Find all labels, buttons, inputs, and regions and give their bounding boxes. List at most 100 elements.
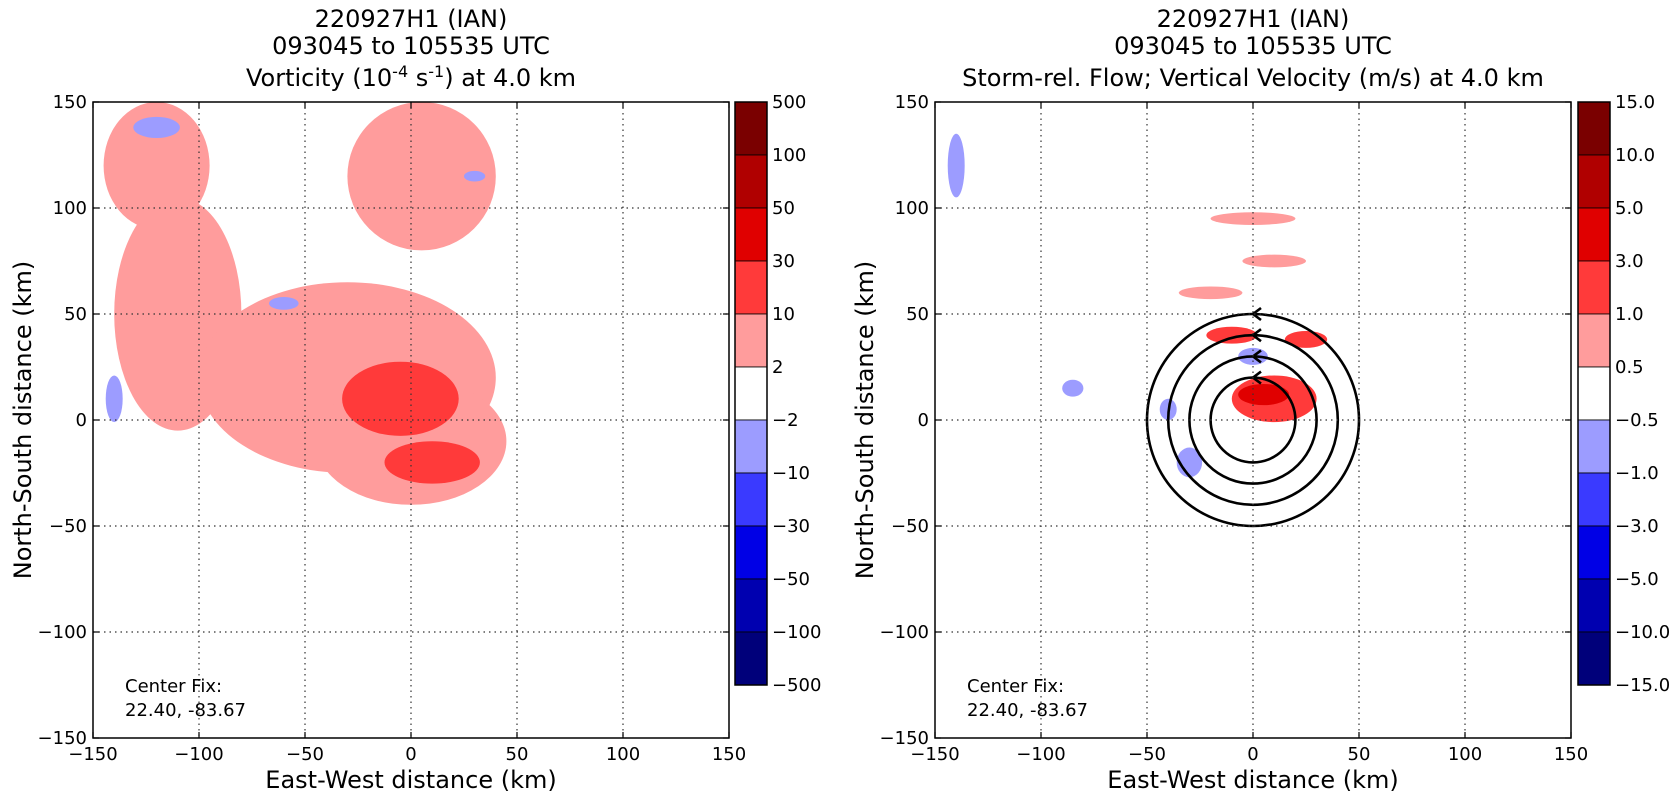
y-axis-label: North-South distance (km): [9, 261, 37, 580]
colorbar: 500 100 50 30 10 2 −2 −10 −30 −50 −100 −500: [734, 92, 821, 696]
panel-1: −150−150−100−100−50−50005050100100150150…: [9, 5, 821, 794]
field-region-light: [1242, 254, 1306, 268]
field-region-blue: [1062, 379, 1084, 397]
colorbar-segment: [1577, 101, 1611, 156]
colorbar-segment: [1577, 578, 1611, 633]
colorbar-tick-label: −100: [772, 622, 821, 643]
x-axis-label: East-West distance (km): [265, 766, 556, 794]
field-region-med: [384, 441, 480, 484]
colorbar-tick-label: −0.5: [1615, 410, 1659, 431]
x-tick-label: 150: [712, 744, 746, 765]
colorbar-tick-label: 1.0: [1615, 304, 1644, 325]
field-region-med: [1206, 326, 1258, 344]
streamline-arrow: [1250, 306, 1262, 322]
x-tick-label: 100: [1448, 744, 1482, 765]
colorbar-segment: [734, 207, 768, 262]
x-tick-label: −50: [286, 744, 324, 765]
colorbar-segment: [734, 313, 768, 368]
y-tick-label: −150: [880, 728, 929, 749]
y-tick-label: −50: [891, 516, 929, 537]
colorbar-tick-label: −15.0: [1615, 675, 1670, 696]
field-region-blue: [268, 297, 299, 310]
y-tick-label: −100: [38, 622, 87, 643]
x-tick-label: −150: [68, 744, 117, 765]
y-tick-label: −150: [38, 728, 87, 749]
colorbar-tick-label: −2: [772, 410, 799, 431]
x-tick-label: 150: [1554, 744, 1588, 765]
colorbar-segment: [734, 101, 768, 156]
x-tick-label: 0: [1247, 744, 1258, 765]
colorbar-segment: [734, 525, 768, 580]
field-region-blue: [133, 116, 180, 139]
x-tick-label: −100: [174, 744, 223, 765]
y-tick-label: 50: [906, 304, 929, 325]
colorbar-tick-label: 5.0: [1615, 198, 1644, 219]
colorbar-segment: [1577, 419, 1611, 474]
colorbar-frame: [734, 101, 768, 686]
grid: [93, 102, 729, 738]
x-tick-label: −150: [910, 744, 959, 765]
x-tick-label: 100: [606, 744, 640, 765]
colorbar-segment: [1577, 313, 1611, 368]
colorbar-segment: [1577, 631, 1611, 686]
colorbar-tick-label: −5.0: [1615, 569, 1659, 590]
colorbar-tick-label: 2: [772, 357, 783, 378]
x-tick-label: 0: [405, 744, 416, 765]
colorbar-tick-label: −3.0: [1615, 516, 1659, 537]
center-fix-label: Center Fix:: [967, 676, 1064, 697]
chart-title-line-2: 093045 to 105535 UTC: [1114, 32, 1392, 60]
colorbar-segment: [1577, 207, 1611, 262]
colorbar-segment: [1577, 366, 1611, 421]
field-region-blue: [947, 133, 965, 198]
x-tick-label: −50: [1128, 744, 1166, 765]
center-fix-value: 22.40, -83.67: [967, 700, 1088, 721]
colorbar-frame: [1577, 101, 1611, 686]
chart-title-line-1: 220927H1 (IAN): [1157, 5, 1350, 33]
field-region-red: [1238, 383, 1290, 406]
x-tick-label: 50: [506, 744, 529, 765]
chart-title-line-1: 220927H1 (IAN): [315, 5, 508, 33]
colorbar-segment: [1577, 260, 1611, 315]
y-tick-label: 150: [53, 92, 87, 113]
y-tick-label: 0: [918, 410, 929, 431]
x-tick-label: −100: [1016, 744, 1065, 765]
chart-title-line-3: Storm-rel. Flow; Vertical Velocity (m/s)…: [962, 64, 1544, 92]
colorbar-tick-label: 15.0: [1615, 92, 1655, 113]
field-region-light: [347, 102, 496, 251]
colorbar-tick-label: −10.0: [1615, 622, 1670, 643]
y-tick-label: −50: [49, 516, 87, 537]
colorbar-segment: [1577, 525, 1611, 580]
colorbar-segment: [734, 260, 768, 315]
center-fix-value: 22.40, -83.67: [125, 700, 246, 721]
grid: [935, 102, 1571, 738]
colorbar-tick-label: −30: [772, 516, 810, 537]
colorbar-tick-label: −50: [772, 569, 810, 590]
colorbar-tick-label: −1.0: [1615, 463, 1659, 484]
colorbar-segment: [734, 366, 768, 421]
colorbar-tick-label: 500: [772, 92, 806, 113]
field-region-med: [342, 361, 459, 436]
colorbar: 15.0 10.0 5.0 3.0 1.0 0.5 −0.5 −1.0 −3.0 −5.0 −10.…: [1577, 92, 1670, 696]
colorbar-tick-label: 30: [772, 251, 795, 272]
colorbar-tick-label: 0.5: [1615, 357, 1644, 378]
x-tick-label: 50: [1348, 744, 1371, 765]
colorbar-segment: [734, 578, 768, 633]
chart-title-line-3: Vorticity (10-4 s-1) at 4.0 km: [246, 62, 576, 93]
chart-title-line-2: 093045 to 105535 UTC: [272, 32, 550, 60]
x-axis-label: East-West distance (km): [1107, 766, 1398, 794]
y-tick-label: 100: [53, 198, 87, 219]
colorbar-tick-label: 10.0: [1615, 145, 1655, 166]
colorbar-segment: [734, 154, 768, 209]
field-region-light: [103, 102, 210, 230]
colorbar-tick-label: −10: [772, 463, 810, 484]
colorbar-tick-label: 50: [772, 198, 795, 219]
plot-area: [935, 102, 1571, 738]
colorbar-segment: [1577, 154, 1611, 209]
field-layer: [103, 102, 507, 505]
field-region-light: [1178, 286, 1243, 300]
center-fix-label: Center Fix:: [125, 676, 222, 697]
colorbar-segment: [734, 631, 768, 686]
panel-2: −150−150 −100 −100 −50 −50 0 0 50 50 100 100 150 150…: [851, 5, 1670, 794]
colorbar-segment: [1577, 472, 1611, 527]
